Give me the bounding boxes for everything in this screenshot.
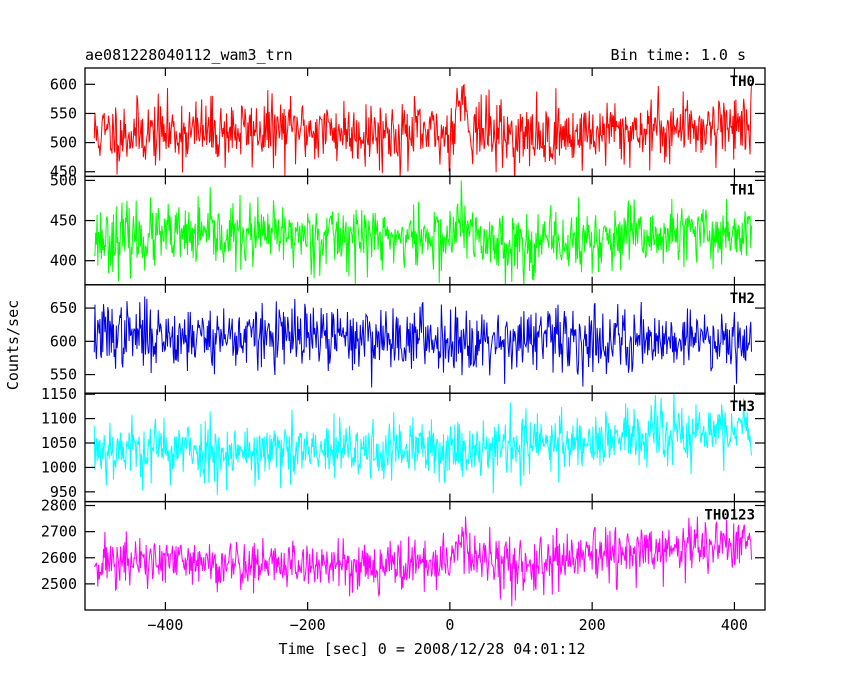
x-tick-label: 0: [445, 616, 454, 634]
panel-label-th0123: TH0123: [704, 508, 755, 524]
y-axis-title: Counts/sec: [4, 300, 22, 390]
panel-label-th3: TH3: [730, 399, 755, 415]
x-tick-label: −400: [147, 616, 183, 634]
series-line-th0: [93, 82, 752, 177]
y-tick-label: 1100: [41, 410, 77, 428]
series-line-th3: [93, 393, 752, 496]
x-axis: −400 −200 0 200 400: [147, 616, 748, 634]
panel-th0123: 2500 2600 2700 2800 TH0123: [41, 497, 766, 611]
panel-frame: [84, 500, 766, 611]
x-tick-label: 200: [579, 616, 606, 634]
y-tick-label: 550: [50, 366, 77, 384]
chart-title: ae081228040112_wam3_trn: [85, 46, 293, 64]
panel-label-th1: TH1: [730, 182, 755, 198]
y-tick-label: 600: [50, 75, 77, 93]
y-tick-label: 650: [50, 299, 77, 317]
y-tick-label: 450: [50, 212, 77, 230]
y-tick-label: 1000: [41, 458, 77, 476]
series-line-th1: [93, 180, 752, 285]
y-tick-label: 1050: [41, 434, 77, 452]
y-tick-label: 450: [50, 163, 77, 181]
panel-label-th2: TH2: [730, 291, 755, 307]
bin-time-label: Bin time: 1.0 s: [611, 46, 746, 64]
x-tick-label: −200: [290, 616, 326, 634]
y-tick-label: 600: [50, 332, 77, 350]
y-tick-label: 2500: [41, 575, 77, 593]
y-tick-label: 400: [50, 252, 77, 270]
y-tick-label: 2700: [41, 523, 77, 541]
series-line-th2: [93, 296, 752, 388]
series-line-th0123: [93, 516, 752, 607]
panel-label-th0: TH0: [730, 74, 755, 90]
x-axis-title: Time [sec] 0 = 2008/12/28 04:01:12: [278, 640, 585, 658]
x-tick-label: 400: [721, 616, 748, 634]
y-tick-label: 950: [50, 483, 77, 501]
y-tick-label: 1150: [41, 385, 77, 403]
y-tick-label: 550: [50, 104, 77, 122]
y-tick-label: 500: [50, 134, 77, 152]
y-tick-label: 2600: [41, 549, 77, 567]
y-tick-label: 500: [50, 171, 77, 189]
y-tick-label: 2800: [41, 497, 77, 515]
panel-th1: 400 450 500 TH1: [50, 171, 766, 286]
